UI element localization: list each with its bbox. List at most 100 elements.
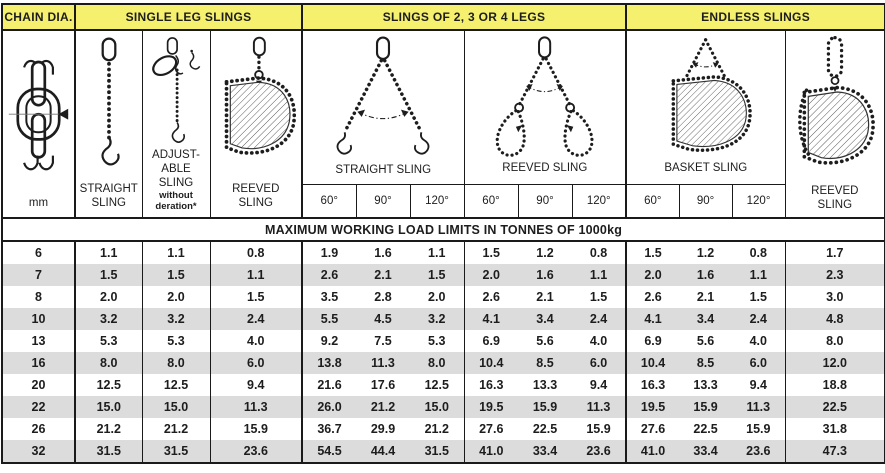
load-value: 26.0 — [302, 396, 356, 418]
multi-straight-cell: STRAIGHT SLING — [302, 30, 465, 185]
angle-header: 90° — [356, 184, 411, 219]
load-value: 1.5 — [75, 264, 143, 286]
load-value: 8.0 — [75, 352, 143, 374]
load-value: 5.6 — [536, 334, 554, 348]
load-value: 12.5 — [75, 374, 143, 396]
multi-reeved-label: REEVED SLING — [502, 162, 588, 174]
angle-header: 60° — [464, 184, 519, 219]
load-value: 41.0 — [626, 440, 680, 463]
load-value: 0.8 — [732, 241, 786, 264]
load-value: 9.2 — [320, 334, 339, 348]
load-value: 3.4 — [518, 308, 572, 330]
chain-dia-value: 6 — [2, 241, 76, 264]
load-value: 6.9 — [644, 334, 662, 348]
angle-header-row: 60° 90° 120° 60° 90° 120° 60° 90° 120° — [2, 184, 885, 219]
load-value: 8.0 — [142, 352, 211, 374]
load-value: 1.1 — [572, 264, 628, 286]
load-value: 2.4 — [210, 308, 303, 330]
load-value: 2.1 — [356, 264, 410, 286]
endless-reeved-cell: REEVED SLING — [785, 30, 885, 219]
load-value: 27.6 — [479, 422, 504, 436]
load-value: 16.3 — [479, 378, 504, 392]
chain-dia-value: 13 — [2, 330, 76, 352]
load-value: 2.6 — [644, 290, 662, 304]
load-value: 10.4 — [626, 352, 680, 374]
load-value: 2.8 — [374, 290, 392, 304]
load-value: 21.2 — [356, 396, 410, 418]
load-value: 29.9 — [370, 422, 396, 436]
angle-header: 120° — [410, 184, 465, 219]
load-value: 13.8 — [302, 352, 356, 374]
load-value: 31.5 — [142, 440, 211, 463]
load-value: 15.9 — [210, 418, 303, 440]
load-value: 21.2 — [75, 418, 143, 440]
working-load-table: CHAIN DIA. SINGLE LEG SLINGS SLINGS OF 2… — [1, 3, 885, 464]
angle-header: 60° — [302, 184, 357, 219]
load-value: 2.4 — [732, 308, 786, 330]
load-value: 11.3 — [356, 352, 410, 374]
load-value: 15.0 — [410, 396, 465, 418]
load-value: 4.1 — [626, 308, 680, 330]
load-value: 1.5 — [142, 264, 211, 286]
load-value: 15.9 — [679, 396, 733, 418]
table-row: 26 21.2 21.2 15.9 36.7 29.9 21.2 27.6 22.5 15.9 27… — [2, 418, 885, 440]
load-value: 31.5 — [410, 440, 465, 463]
load-value: 1.1 — [75, 241, 143, 264]
load-value: 15.0 — [75, 396, 143, 418]
table-row: 16 8.0 8.0 6.0 13.8 11.3 8.0 10.4 8.5 6.0 10.4 8.5 6… — [2, 352, 885, 374]
load-value: 5.3 — [410, 330, 465, 352]
load-value: 5.3 — [142, 330, 211, 352]
single-reeved-cell: REEVED SLING — [210, 30, 303, 219]
single-adjustable-label: ADJUST-ABLE SLING without deration* — [143, 148, 210, 220]
load-value: 21.2 — [142, 418, 211, 440]
load-value: 44.4 — [356, 440, 410, 463]
load-value: 3.2 — [75, 308, 143, 330]
load-value: 13.3 — [532, 378, 558, 392]
load-value: 19.5 — [626, 396, 680, 418]
load-value: 1.1 — [142, 241, 211, 264]
load-value: 4.0 — [732, 330, 786, 352]
load-value: 22.5 — [693, 422, 718, 436]
chain-dia-value: 20 — [2, 374, 76, 396]
basket-sling-label: BASKET SLING — [664, 162, 748, 174]
load-value: 7.5 — [374, 334, 392, 348]
load-value: 11.3 — [732, 396, 786, 418]
angle-header: 120° — [732, 184, 786, 219]
load-value: 3.5 — [320, 290, 339, 304]
chain-dia-value: 8 — [2, 286, 76, 308]
load-value: 4.8 — [785, 308, 885, 330]
load-value: 54.5 — [302, 440, 356, 463]
load-value: 2.1 — [696, 290, 715, 304]
load-value: 2.1 — [536, 290, 554, 304]
angle-header: 90° — [518, 184, 573, 219]
chain-dia-value: 32 — [2, 440, 76, 463]
load-value: 1.5 — [410, 264, 465, 286]
load-value: 0.8 — [572, 241, 628, 264]
multi-straight-label: STRAIGHT SLING — [335, 164, 432, 176]
load-value: 3.2 — [142, 308, 211, 330]
load-value: 22.5 — [532, 422, 558, 436]
table-row: 20 12.5 12.5 9.4 21.6 17.6 12.5 16.3 13.3 9.4 16.3… — [2, 374, 885, 396]
load-value: 5.5 — [302, 308, 356, 330]
table-row: 8 2.0 2.0 1.5 3.5 2.8 2.0 2.6 2.1 1.5 2.6 2.1 1.5 3.0 — [2, 286, 885, 308]
load-value: 23.6 — [572, 440, 628, 463]
load-value: 2.4 — [572, 308, 628, 330]
load-value: 1.5 — [732, 286, 786, 308]
angle-header: 60° — [626, 184, 680, 219]
load-value: 22.5 — [785, 396, 885, 418]
single-adjustable-cell: ADJUST-ABLE SLING without deration* — [142, 30, 211, 220]
load-value: 2.6 — [482, 290, 500, 304]
table-row: 6 1.1 1.1 0.8 1.9 1.6 1.1 1.5 1.2 0.8 1.5 1.2 0.8 1.7 — [2, 241, 885, 264]
load-value: 9.4 — [572, 374, 628, 396]
load-table-body: 6 1.1 1.1 0.8 1.9 1.6 1.1 1.5 1.2 0.8 1.5 1.2 0.8 1.7… — [2, 241, 885, 463]
single-reeved-label: REEVED SLING — [232, 182, 280, 209]
load-value: 1.1 — [210, 264, 303, 286]
chain-diameter-illustration — [8, 59, 69, 171]
illustration-row: mm STRAIGHT SLING — [2, 30, 885, 219]
load-value: 12.5 — [142, 374, 211, 396]
load-value: 3.4 — [679, 308, 733, 330]
load-value: 2.0 — [142, 286, 211, 308]
load-value: 16.3 — [640, 378, 666, 392]
section-title-endless: ENDLESS SLINGS — [626, 4, 885, 31]
